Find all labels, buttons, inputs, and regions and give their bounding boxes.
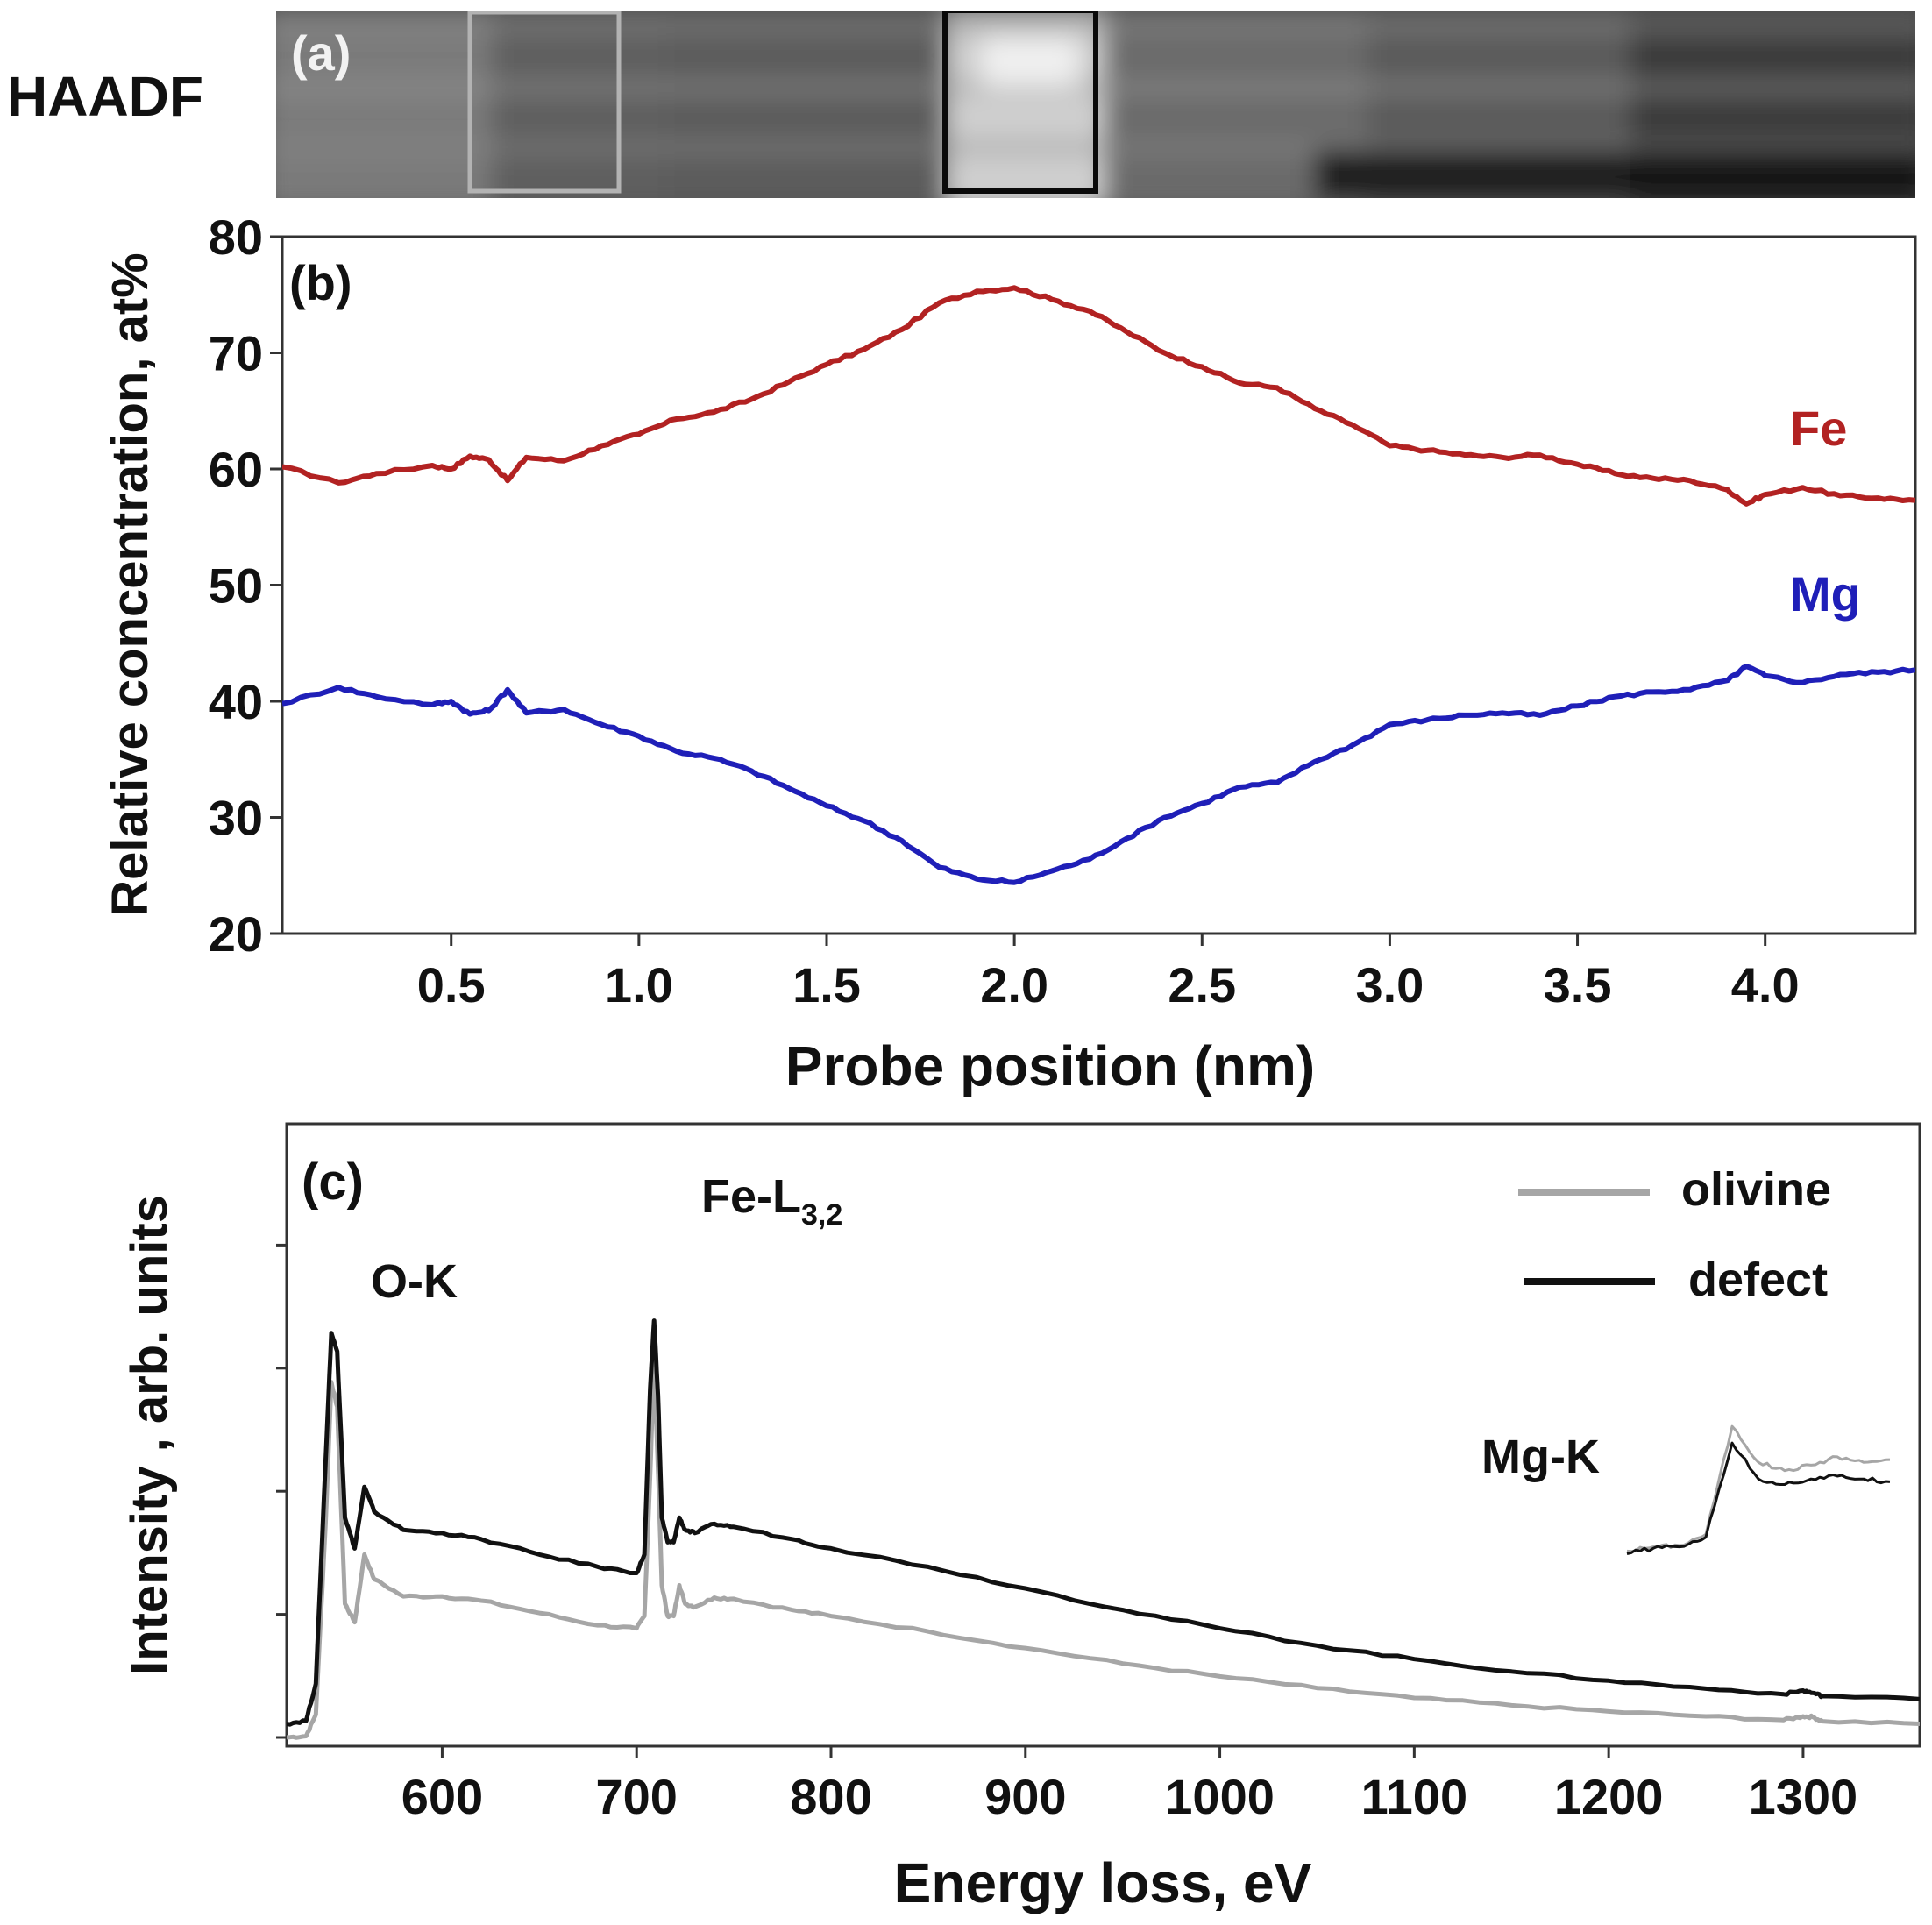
legend-defect-label: defect [1688,1254,1828,1306]
haadf-side-label: HAADF [7,65,203,128]
mg-k-inset [1626,1424,1891,1555]
x-axis-label-c: Energy loss, eV [894,1851,1312,1914]
y-axis-label-c: Intensity , arb. units [121,1195,178,1675]
panel-b-label: (b) [289,255,352,310]
haadf-panel: HAADF (a) [7,11,1915,198]
y-axis-c [276,1243,287,1739]
x-tick-label-b: 3.0 [1355,957,1424,1012]
x-tick-label-b: 2.0 [980,957,1048,1012]
legend: olivine defect [1518,1163,1831,1306]
x-tick-label-b: 4.0 [1731,957,1800,1012]
x-tick-label-b: 1.0 [605,957,673,1012]
spectrum-defect [287,1318,1920,1727]
haadf-image [276,11,1915,198]
legend-olivine-label: olivine [1681,1163,1831,1216]
series-line-fe [282,285,1915,507]
eels-spectra-chart: 600 700 800 900 1000 1100 1200 1300 (c) O-K Fe-… [121,1122,1921,1914]
y-axis-b: 20 30 40 50 60 70 80 [209,210,282,962]
y-tick-label-b: 30 [209,791,263,846]
mg-series-label: Mg [1790,566,1861,622]
x-axis-c: 600 700 800 900 1000 1100 1200 1300 [401,1746,1858,1824]
plot-frame-b [281,235,1917,935]
x-tick-label-c: 1300 [1749,1769,1858,1824]
series-line-mg [282,664,1915,885]
y-tick-label-b: 40 [209,674,263,729]
x-tick-label-c: 1100 [1361,1769,1468,1824]
y-tick-label-b: 70 [209,326,263,381]
o-k-edge-label: O-K [371,1255,458,1308]
y-tick-label-b: 60 [209,442,263,497]
x-tick-label-c: 800 [790,1769,871,1824]
x-tick-label-c: 700 [595,1769,677,1824]
y-axis-label-b: Relative concentration, at% [102,252,159,916]
mg-k-edge-label: Mg-K [1481,1431,1600,1483]
fe-l-edge-label: Fe-L3,2 [701,1170,842,1232]
y-tick-label-b: 50 [209,558,263,614]
x-axis-b: 0.5 1.0 1.5 2.0 2.5 3.0 3.5 4.0 [417,934,1800,1012]
panel-a-label: (a) [291,25,351,81]
series-lines-b [282,285,1915,885]
y-tick-label-b: 80 [209,210,263,265]
inset-defect [1626,1441,1891,1555]
x-tick-label-c: 900 [984,1769,1066,1824]
x-tick-label-c: 1000 [1165,1769,1275,1824]
x-tick-label-c: 600 [401,1769,483,1824]
spectrum-olivine [287,1355,1920,1740]
olivine-region-box [467,11,622,194]
y-tick-label-b: 20 [209,906,263,962]
fe-series-label: Fe [1790,401,1847,456]
plot-frame-c [285,1122,1921,1748]
series-lines-c [287,1318,1920,1740]
x-axis-label-b: Probe position (nm) [785,1034,1315,1097]
x-tick-label-b: 3.5 [1544,957,1612,1012]
panel-c-label: (c) [302,1154,364,1211]
x-tick-label-b: 0.5 [417,957,486,1012]
x-tick-label-c: 1200 [1554,1769,1664,1824]
x-tick-label-b: 1.5 [792,957,861,1012]
x-tick-label-b: 2.5 [1168,957,1236,1012]
defect-region-box [942,11,1098,194]
